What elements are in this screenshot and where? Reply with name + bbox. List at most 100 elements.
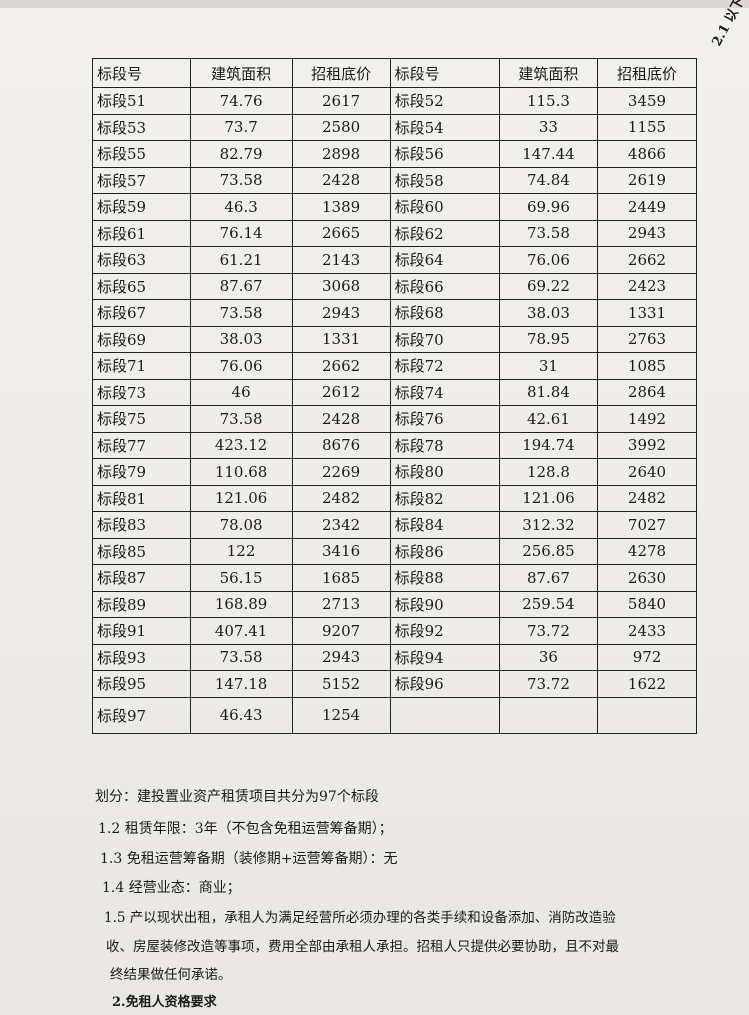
business-type-text: 1.4 经营业态：商业； xyxy=(102,880,241,896)
area-cell: 168.89 xyxy=(189,590,293,618)
lot-id-cell: 标段94 xyxy=(389,643,500,671)
lot-id-cell: 标段70 xyxy=(389,325,500,353)
area-cell: 46 xyxy=(189,378,293,406)
table-row: 标段97 46.43 1254 xyxy=(92,696,697,734)
lot-id-cell: 标段78 xyxy=(389,431,500,459)
area-cell: 42.61 xyxy=(498,405,599,433)
table-row: 标段51 74.76 2617 标段52 115.3 3459 xyxy=(92,87,697,115)
price-cell: 1331 xyxy=(597,299,697,327)
lot-id-cell: 标段60 xyxy=(389,193,500,221)
price-cell: 2665 xyxy=(291,219,391,247)
area-cell: 36 xyxy=(498,643,599,671)
price-cell: 1492 xyxy=(597,405,697,433)
area-cell: 69.96 xyxy=(498,193,599,221)
lease-term-text: 1.2 租赁年限：3年（不包含免租运营筹备期）； xyxy=(98,821,393,837)
rent-free-period-text: 1.3 免租运营筹备期（装修期+运营筹备期）：无 xyxy=(100,851,398,867)
lot-id-cell: 标段72 xyxy=(389,352,500,380)
price-cell: 2619 xyxy=(597,166,697,194)
table-row: 标段71 76.06 2662 标段72 31 1085 xyxy=(92,352,697,380)
lot-id-cell: 标段69 xyxy=(92,325,191,353)
lot-id-cell: 标段52 xyxy=(389,87,500,115)
table-row: 标段79 110.68 2269 标段80 128.8 2640 xyxy=(92,458,697,486)
price-cell: 4278 xyxy=(597,537,697,565)
area-cell: 87.67 xyxy=(498,564,599,592)
price-cell: 2428 xyxy=(291,166,391,194)
lot-id-cell: 标段80 xyxy=(389,458,500,486)
column-header: 建筑面积 xyxy=(189,58,293,88)
area-cell: 122 xyxy=(189,537,293,565)
price-cell: 972 xyxy=(597,643,697,671)
area-cell: 73.72 xyxy=(498,617,599,645)
table-row: 标段65 87.67 3068 标段66 69.22 2423 xyxy=(92,272,697,300)
price-cell: 8676 xyxy=(291,431,391,459)
column-header: 标段号 xyxy=(92,58,191,88)
price-cell: 3416 xyxy=(291,537,391,565)
price-cell: 4866 xyxy=(597,140,697,168)
table-row: 标段61 76.14 2665 标段62 73.58 2943 xyxy=(92,219,697,247)
page-top-edge xyxy=(0,0,749,8)
lot-id-cell: 标段63 xyxy=(92,246,191,274)
lot-id-cell: 标段81 xyxy=(92,484,191,512)
area-cell: 73.58 xyxy=(498,219,599,247)
price-cell: 2898 xyxy=(291,140,391,168)
lot-id-cell: 标段86 xyxy=(389,537,500,565)
price-cell: 3068 xyxy=(291,272,391,300)
lot-id-cell: 标段75 xyxy=(92,405,191,433)
area-cell: 73.58 xyxy=(189,166,293,194)
lot-id-cell: 标段64 xyxy=(389,246,500,274)
column-header: 标段号 xyxy=(389,58,500,88)
lot-id-cell: 标段82 xyxy=(389,484,500,512)
lot-id-cell: 标段76 xyxy=(389,405,500,433)
table-header-row: 标段号 建筑面积 招租底价 标段号 建筑面积 招租底价 xyxy=(92,58,697,88)
lot-id-cell: 标段54 xyxy=(389,113,500,141)
area-cell: 259.54 xyxy=(498,590,599,618)
division-text: 划分：建投置业资产租赁项目共分为97个标段 xyxy=(95,789,379,805)
lot-id-cell: 标段66 xyxy=(389,272,500,300)
lot-id-cell: 标段89 xyxy=(92,590,191,618)
lot-id-cell: 标段55 xyxy=(92,140,191,168)
price-cell: 2713 xyxy=(291,590,391,618)
area-cell: 76.06 xyxy=(498,246,599,274)
area-cell xyxy=(498,696,599,734)
area-cell: 69.22 xyxy=(498,272,599,300)
price-cell: 5840 xyxy=(597,590,697,618)
column-header: 招租底价 xyxy=(597,58,697,88)
lot-id-cell: 标段84 xyxy=(389,511,500,539)
lease-condition-line3: 终结果做任何承诺。 xyxy=(110,967,232,983)
table-row: 标段81 121.06 2482 标段82 121.06 2482 xyxy=(92,484,697,512)
table-row: 标段75 73.58 2428 标段76 42.61 1492 xyxy=(92,405,697,433)
area-cell: 31 xyxy=(498,352,599,380)
table-row: 标段59 46.3 1389 标段60 69.96 2449 xyxy=(92,193,697,221)
area-cell: 61.21 xyxy=(189,246,293,274)
price-cell: 2580 xyxy=(291,113,391,141)
price-cell: 1155 xyxy=(597,113,697,141)
lease-condition-line2: 收、房屋装修改造等事项，费用全部由承租人承担。招租人只提供必要协助，且不对最 xyxy=(106,939,619,955)
price-cell: 2943 xyxy=(291,643,391,671)
lot-id-cell: 标段71 xyxy=(92,352,191,380)
lot-id-cell: 标段68 xyxy=(389,299,500,327)
table-row: 标段93 73.58 2943 标段94 36 972 xyxy=(92,643,697,671)
price-cell: 3459 xyxy=(597,87,697,115)
table-row: 标段69 38.03 1331 标段70 78.95 2763 xyxy=(92,325,697,353)
price-cell: 2482 xyxy=(597,484,697,512)
area-cell: 78.95 xyxy=(498,325,599,353)
area-cell: 74.76 xyxy=(189,87,293,115)
area-cell: 46.43 xyxy=(189,696,293,734)
area-cell: 73.58 xyxy=(189,405,293,433)
area-cell: 121.06 xyxy=(189,484,293,512)
price-cell: 5152 xyxy=(291,670,391,698)
price-cell: 2342 xyxy=(291,511,391,539)
lot-id-cell: 标段51 xyxy=(92,87,191,115)
lot-id-cell: 标段95 xyxy=(92,670,191,698)
lot-id-cell: 标段91 xyxy=(92,617,191,645)
column-header: 招租底价 xyxy=(291,58,391,88)
area-cell: 73.7 xyxy=(189,113,293,141)
lot-id-cell: 标段73 xyxy=(92,378,191,406)
table-row: 标段89 168.89 2713 标段90 259.54 5840 xyxy=(92,590,697,618)
lot-id-cell: 标段88 xyxy=(389,564,500,592)
table-row: 标段67 73.58 2943 标段68 38.03 1331 xyxy=(92,299,697,327)
area-cell: 256.85 xyxy=(498,537,599,565)
price-cell: 2428 xyxy=(291,405,391,433)
price-cell: 2943 xyxy=(597,219,697,247)
column-header: 建筑面积 xyxy=(498,58,599,88)
